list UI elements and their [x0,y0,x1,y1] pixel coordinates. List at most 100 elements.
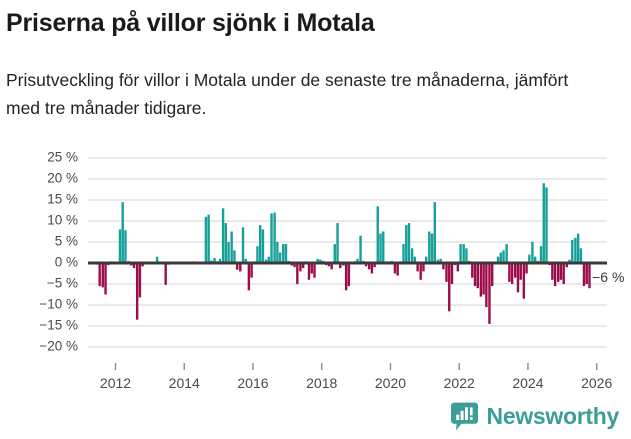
chart-bar [319,259,322,263]
x-axis-tick-label: 2018 [306,375,337,391]
chart-bar [250,263,253,278]
chart-bar [410,248,414,263]
chart-bar [450,263,454,284]
chart-bar [574,237,577,263]
chart-bar [336,223,339,263]
chart-bar [522,263,526,299]
chart-bar [241,227,245,263]
chart-bar [370,263,374,274]
chart-bar [244,258,247,263]
chart-bar [559,263,563,280]
chart-bar [373,263,376,268]
chart-bar [270,213,273,263]
chart-bar [367,263,371,270]
bar-chart-speech-bubble-icon [450,402,478,431]
chart-bar [164,263,167,285]
chart-bar [356,258,359,263]
chart-bar [307,263,311,280]
chart-bar [121,202,124,263]
chart-bar [508,263,511,282]
chart-bar [525,263,528,274]
brand-name: Newsworthy [486,403,620,429]
chart-bar [98,263,101,287]
chart-bar [141,263,144,267]
chart-bar [132,263,136,269]
chart-bar [436,259,440,263]
chart-bar [588,263,591,289]
chart-bar [448,263,451,312]
chart-bar [482,263,485,295]
chart-bar [428,231,431,263]
chart-bar [499,252,502,263]
chart-bar [221,208,225,263]
chart-bar [456,263,460,272]
chart-bar [301,263,305,269]
chart-bar [514,263,517,278]
chart-bar [296,263,299,284]
x-axis-tick-label: 2026 [581,375,612,391]
chart-bar [402,244,405,263]
chart-bar [433,202,436,263]
x-axis-tick-label: 2012 [100,375,131,391]
brand-footer: Newsworthy [450,402,620,431]
chart-bar [135,263,139,320]
chart-bar [562,263,565,284]
chart-bar [405,225,408,263]
chart-bar [565,263,568,268]
chart-bar [542,183,545,263]
chart-bar [264,259,268,263]
y-axis-tick-label: 20 % [47,171,78,186]
chart-bar [235,263,239,270]
y-axis-tick-label: 25 % [47,150,78,165]
page-title: Priserna på villor sjönk i Motala [6,9,375,37]
chart-bar [528,254,531,263]
chart-bar [382,231,385,263]
x-axis-tick-label: 2020 [375,375,406,391]
chart-bar [488,263,491,324]
chart-bar [585,263,588,284]
chart-bar [284,244,288,263]
chart-bar [430,233,434,263]
chart-bar [213,257,216,263]
bar-chart-svg: 25 % 20 % 15 % 10 % 5 % 0 % −5 % −10 % −15 % −20 … [39,150,624,391]
y-axis-tick-label: 15 % [47,192,78,207]
chart-bar [485,263,488,308]
x-axis-tick-label: 2024 [512,375,543,391]
chart-bar [393,263,397,274]
chart-bar [479,263,483,297]
chart-bar [101,263,104,288]
chart-bar [502,250,505,263]
chart-bar [510,263,514,284]
chart-bar [278,252,282,263]
bar-series [89,183,591,324]
chart-bar [104,263,107,295]
chart-bar [496,256,500,263]
chart-bar [422,263,425,272]
chart-bar [516,263,520,293]
chart-bar [407,223,411,263]
y-axis-tick-label: −20 % [39,339,78,354]
chart-bar [256,246,259,263]
y-axis-tick-label: 5 % [55,234,78,249]
chart-bar [556,263,560,282]
chart-bar [476,263,479,289]
chart-bar [227,242,230,263]
chart-bar [239,263,242,272]
chart-bar [313,263,316,278]
chart-bar [545,187,548,263]
chart-bar [551,263,554,280]
x-axis-tick-label: 2022 [444,375,475,391]
chart-bar [579,248,583,263]
chart-bar [416,263,419,272]
chart-bar [413,256,417,263]
chart-bar [376,206,379,263]
chart-bar [571,239,574,263]
chart-bar [118,229,122,263]
chart-bar [539,246,543,263]
chart-bar [247,263,251,291]
y-axis-tick-label: −15 % [39,318,78,333]
chart-bar [505,244,508,263]
chart-bar [439,258,442,263]
chart-bar [445,263,448,282]
